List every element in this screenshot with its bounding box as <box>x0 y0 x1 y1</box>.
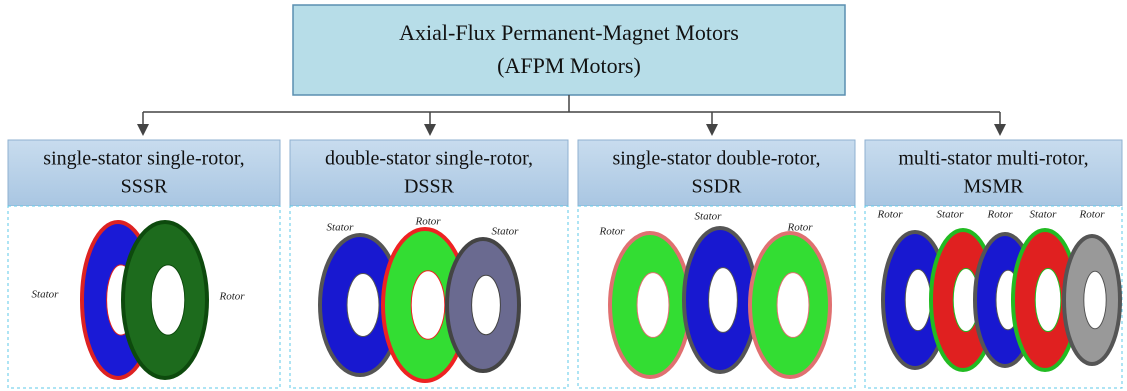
part-label: Rotor <box>218 291 245 303</box>
disc-hole <box>151 265 185 335</box>
node-title: single-stator double-rotor, <box>612 148 820 170</box>
disc-hole <box>709 268 738 333</box>
part-label: Rotor <box>876 209 903 221</box>
disc-hole <box>777 273 809 338</box>
disc-hole <box>905 269 931 330</box>
connector <box>143 95 1000 112</box>
disc-hole <box>1035 269 1061 332</box>
disc-hole <box>347 274 379 337</box>
node-title: SSDR <box>691 176 742 198</box>
root-title: Axial-Flux Permanent-Magnet Motors <box>399 20 739 45</box>
part-label: Stator <box>937 209 965 221</box>
part-label: Stator <box>32 289 60 301</box>
diagram: Axial-Flux Permanent-Magnet Motors (AFPM… <box>0 0 1127 391</box>
node-title: SSSR <box>121 176 168 198</box>
part-label: Rotor <box>786 222 813 234</box>
part-label: Rotor <box>598 226 625 238</box>
disc-hole <box>1084 271 1106 329</box>
node-title: multi-stator multi-rotor, <box>898 148 1088 170</box>
node-title: DSSR <box>404 176 455 198</box>
part-label: Stator <box>492 226 520 238</box>
node-title: MSMR <box>963 176 1024 198</box>
disc-hole <box>472 275 501 334</box>
node-title: double-stator single-rotor, <box>325 148 533 170</box>
root-box <box>293 5 845 95</box>
part-label: Rotor <box>1078 209 1105 221</box>
part-label: Rotor <box>414 216 441 228</box>
disc-hole <box>637 273 669 338</box>
part-label: Stator <box>695 211 723 223</box>
node-title: single-stator single-rotor, <box>43 148 244 170</box>
root-title: (AFPM Motors) <box>497 53 641 78</box>
part-label: Rotor <box>986 209 1013 221</box>
part-label: Stator <box>327 222 355 234</box>
disc-hole <box>411 271 445 339</box>
part-label: Stator <box>1030 209 1058 221</box>
